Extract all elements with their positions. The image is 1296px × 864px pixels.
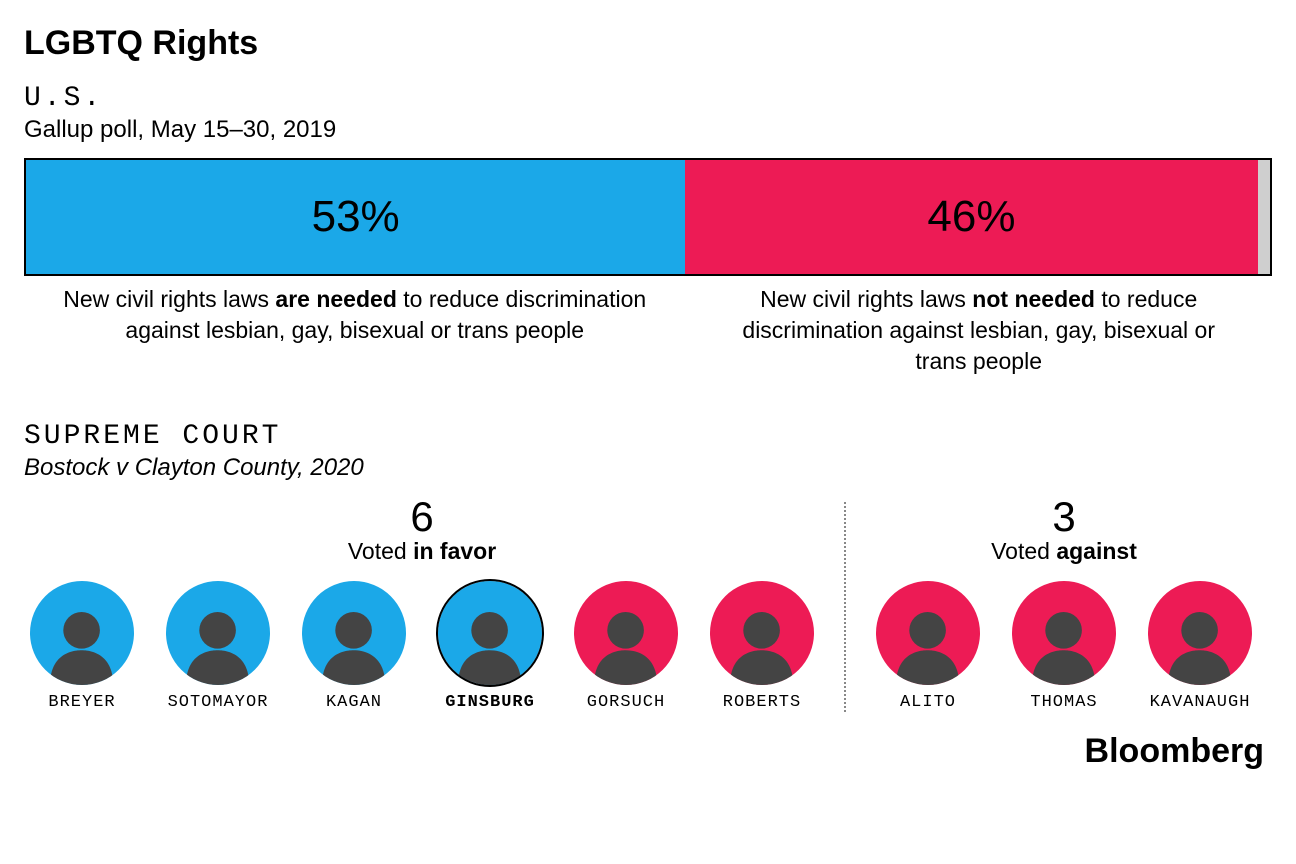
favor-justices: BREYER SOTOMAYOR KAGAN GINSBURG GORSUCH ROBER… [24,581,820,712]
against-justices: ALITO THOMAS KAVANAUGH [870,581,1258,712]
person-icon [176,602,259,685]
poll-bar: 53%46% [24,158,1272,276]
person-icon [584,602,667,685]
justice-sotomayor: SOTOMAYOR [160,581,276,712]
avatar [710,581,814,685]
person-icon [40,602,123,685]
us-subtitle: Gallup poll, May 15–30, 2019 [24,116,1272,144]
justice-alito: ALITO [870,581,986,712]
person-icon [886,602,969,685]
bar-caption-1: New civil rights laws not needed to redu… [685,284,1272,377]
person-icon [720,602,803,685]
justice-roberts: ROBERTS [704,581,820,712]
person-icon [312,602,395,685]
avatar [302,581,406,685]
justice-ginsburg: GINSBURG [432,581,548,712]
avatar [1148,581,1252,685]
justice-name: ALITO [900,693,956,712]
avatar [438,581,542,685]
sc-subtitle: Bostock v Clayton County, 2020 [24,454,1272,482]
bar-segment-2 [1258,160,1270,274]
person-icon [448,602,531,685]
avatar [30,581,134,685]
justice-name: KAVANAUGH [1150,693,1251,712]
source-credit: Bloomberg [24,732,1272,771]
us-section: U.S. Gallup poll, May 15–30, 2019 53%46%… [24,83,1272,377]
divider [844,502,846,712]
page-title: LGBTQ Rights [24,24,1272,63]
justice-kagan: KAGAN [296,581,412,712]
justice-kavanaugh: KAVANAUGH [1142,581,1258,712]
poll-captions: New civil rights laws are needed to redu… [24,284,1272,377]
justice-name: KAGAN [326,693,382,712]
justice-name: THOMAS [1030,693,1097,712]
justice-name: ROBERTS [723,693,801,712]
avatar [166,581,270,685]
justice-thomas: THOMAS [1006,581,1122,712]
favor-count: 6 [410,496,433,538]
justice-breyer: BREYER [24,581,140,712]
avatar [574,581,678,685]
avatar [876,581,980,685]
bar-segment-0: 53% [26,160,685,274]
supreme-court-section: SUPREME COURT Bostock v Clayton County, … [24,421,1272,712]
favor-label: Voted in favor [348,538,496,565]
against-label: Voted against [991,538,1137,565]
us-label: U.S. [24,83,1272,114]
person-icon [1158,602,1241,685]
justice-gorsuch: GORSUCH [568,581,684,712]
against-count: 3 [1052,496,1075,538]
justice-name: BREYER [48,693,115,712]
sc-label: SUPREME COURT [24,421,1272,452]
justice-name: GINSBURG [445,693,535,712]
justice-name: SOTOMAYOR [168,693,269,712]
bar-segment-1: 46% [685,160,1257,274]
bar-caption-0: New civil rights laws are needed to redu… [24,284,685,377]
against-column: 3 Voted against ALITO THOMAS KAVANAUGH [870,496,1258,712]
justice-name: GORSUCH [587,693,665,712]
person-icon [1022,602,1105,685]
favor-column: 6 Voted in favor BREYER SOTOMAYOR KAGAN GIN… [24,496,820,712]
avatar [1012,581,1116,685]
